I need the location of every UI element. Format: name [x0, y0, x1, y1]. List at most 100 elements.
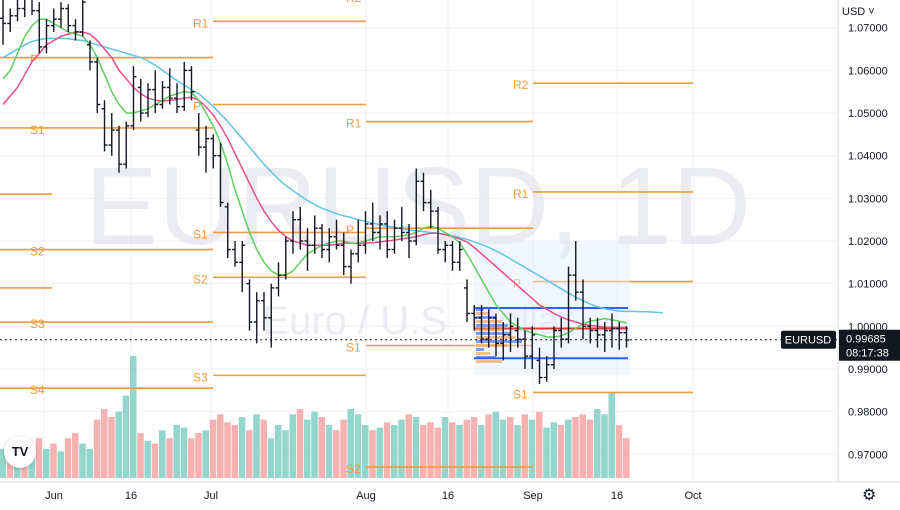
- pivot-label-s1: S1: [513, 387, 528, 401]
- volume-bar: [282, 430, 289, 478]
- volume-bar: [318, 417, 325, 478]
- ohlc-bar: [449, 241, 456, 271]
- volume-bar: [565, 419, 572, 478]
- volume-bar: [28, 454, 35, 478]
- volume-bar: [528, 419, 536, 478]
- volume-bar: [514, 424, 521, 478]
- ohlc-bar: [311, 215, 318, 254]
- volume-profile-row: [476, 331, 510, 335]
- ohlc-bar: [116, 125, 122, 173]
- pivot-label-s1: S1: [346, 341, 361, 355]
- ohlc-bar: [275, 262, 282, 297]
- ohlc-bar: [87, 40, 93, 71]
- pivot-points: PS1S2S3S4R2R1PS1S2S3S4R2R1PS1S2R3R2R1PS1…: [0, 0, 693, 510]
- ohlc-bar: [261, 292, 267, 331]
- ohlc-bar: [217, 142, 224, 207]
- price-badge-value: 0.99685: [846, 334, 886, 346]
- volume-bar: [369, 430, 376, 478]
- volume-bar: [93, 419, 101, 478]
- pivot-label-r2: R2: [346, 0, 362, 5]
- volume-bar: [550, 422, 557, 478]
- volume-bar: [543, 427, 550, 478]
- ohlc-bar: [551, 326, 557, 369]
- pivot-label-p: P: [193, 100, 201, 114]
- volume-bar: [311, 411, 318, 478]
- x-tick-label: Jun: [45, 490, 63, 502]
- ohlc-bar: [195, 113, 202, 156]
- volume-bar: [50, 443, 57, 478]
- x-tick-label: Oct: [684, 490, 701, 502]
- time-axis-bg: [0, 482, 838, 510]
- volume-bar: [325, 424, 333, 478]
- volume-bar: [536, 411, 543, 478]
- ohlc-bar: [232, 241, 238, 267]
- volume-bar: [130, 356, 137, 478]
- volume-bar: [246, 430, 253, 478]
- ohlc-bar: [594, 317, 601, 348]
- volume-bar: [441, 417, 449, 478]
- volume-bar: [427, 422, 434, 478]
- volume-bar: [108, 417, 115, 478]
- sma-slow-line: [2, 37, 663, 314]
- ohlc-bar: [384, 211, 391, 259]
- pivot-label-r1: R1: [193, 16, 209, 30]
- volume-profile-row: [476, 315, 496, 319]
- ohlc-bar: [181, 61, 188, 111]
- volume-bar: [478, 424, 485, 478]
- volume-bar: [151, 443, 159, 478]
- ohlc-bar: [456, 241, 463, 271]
- volume-bar: [521, 414, 528, 478]
- ohlc-bar: [362, 211, 369, 254]
- volume-bar: [57, 451, 64, 478]
- ohlc-bar: [43, 19, 50, 54]
- ohlc-bar: [246, 279, 253, 331]
- y-tick-label: 1.03000: [848, 193, 888, 205]
- tradingview-logo[interactable]: TV: [4, 436, 36, 468]
- volume-bar: [383, 422, 391, 478]
- volume-profile-row: [476, 359, 502, 363]
- ohlc-bar: [558, 317, 565, 348]
- volume-bar: [347, 409, 354, 478]
- ohlc-bar: [355, 219, 362, 263]
- ohlc-bar: [145, 83, 151, 118]
- gear-icon[interactable]: ⚙: [862, 487, 877, 504]
- volume-bar: [470, 417, 478, 478]
- ohlc-bar: [188, 66, 195, 101]
- volume-bar: [289, 414, 296, 478]
- x-tick-label: Sep: [523, 490, 543, 502]
- symbol-badge: [781, 330, 836, 349]
- y-tick-label: 0.99000: [848, 364, 888, 376]
- ohlc-bar: [101, 100, 108, 152]
- ohlc-bar: [391, 219, 398, 254]
- ohlc-bar: [203, 125, 209, 173]
- ohlc-bar: [50, 8, 57, 32]
- volume-profile-row: [476, 339, 522, 343]
- volume-bar: [492, 411, 499, 478]
- pivot-label-s1: S1: [30, 123, 45, 137]
- volume-bar: [144, 440, 151, 478]
- ohlc-bar: [413, 168, 420, 246]
- ohlc-bar: [478, 304, 485, 344]
- ohlc-bar: [130, 66, 137, 131]
- pivot-label-s1: S1: [193, 227, 208, 241]
- volume-bar: [391, 424, 398, 478]
- y-tick-label: 1.04000: [848, 151, 888, 163]
- ohlc-bar: [174, 83, 180, 114]
- volume-profile-row: [476, 307, 484, 311]
- pivot-label-s2: S2: [346, 462, 361, 476]
- currency-selector[interactable]: USD ˅: [842, 6, 875, 18]
- volume-bar: [202, 430, 209, 478]
- ohlc-bar: [601, 322, 608, 352]
- ohlc-bar: [398, 206, 405, 241]
- watermark-description: Euro / U.S. Dollar: [262, 299, 573, 343]
- ohlc-bar: [72, 19, 79, 41]
- pivot-label-r1: R1: [346, 117, 362, 131]
- ohlc-bar: [166, 68, 173, 105]
- ohlc-bar: [268, 283, 275, 348]
- pivot-label-p: P: [513, 277, 521, 291]
- pivot-label-s4: S4: [30, 383, 45, 397]
- x-tick-label: Aug: [356, 490, 376, 502]
- ohlc-bar: [348, 249, 354, 284]
